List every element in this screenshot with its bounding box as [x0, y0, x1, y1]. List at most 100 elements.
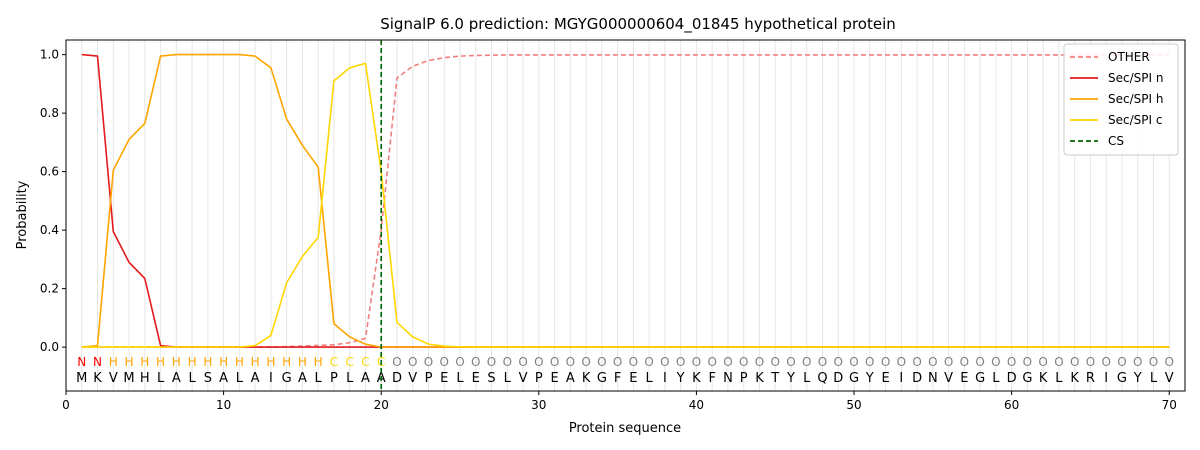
- residue-label: V: [1165, 371, 1174, 386]
- region-label: H: [219, 355, 228, 369]
- residue-label: L: [1055, 371, 1063, 386]
- region-label: O: [692, 355, 701, 369]
- y-tick-label: 0.2: [40, 282, 59, 296]
- residue-label: D: [392, 371, 402, 386]
- region-label: O: [1007, 355, 1016, 369]
- residue-label: D: [912, 371, 922, 386]
- residue-label: D: [833, 371, 843, 386]
- residue-label: P: [740, 371, 748, 386]
- legend-label: Sec/SPI c: [1108, 113, 1162, 127]
- region-label: O: [944, 355, 953, 369]
- residue-label: E: [440, 371, 448, 386]
- region-label: O: [1165, 355, 1174, 369]
- residue-label: L: [646, 371, 654, 386]
- region-label: H: [188, 355, 197, 369]
- region-label: C: [330, 355, 338, 369]
- residue-label: L: [157, 371, 165, 386]
- region-label: O: [1023, 355, 1032, 369]
- legend-label: OTHER: [1108, 50, 1150, 64]
- residue-label: K: [1070, 371, 1079, 386]
- residue-label: L: [803, 371, 811, 386]
- region-label: O: [440, 355, 449, 369]
- region-label: O: [739, 355, 748, 369]
- y-axis-label: Probability: [15, 180, 30, 249]
- region-label: O: [550, 355, 559, 369]
- residue-label: F: [614, 371, 621, 386]
- region-label: N: [77, 355, 86, 369]
- region-label: O: [818, 355, 827, 369]
- x-tick-label: 40: [689, 398, 704, 412]
- residue-label: I: [899, 371, 903, 386]
- region-label: O: [928, 355, 937, 369]
- region-label: O: [613, 355, 622, 369]
- region-label: O: [865, 355, 874, 369]
- region-label: C: [345, 355, 353, 369]
- region-label: O: [1038, 355, 1047, 369]
- region-label: O: [455, 355, 464, 369]
- region-label: O: [975, 355, 984, 369]
- region-label: H: [298, 355, 307, 369]
- residue-label: Y: [865, 371, 874, 386]
- region-label: O: [487, 355, 496, 369]
- x-tick-label: 20: [374, 398, 389, 412]
- plot-frame: [65, 39, 1186, 392]
- region-label: H: [266, 355, 275, 369]
- region-label: O: [392, 355, 401, 369]
- residue-label: E: [629, 371, 637, 386]
- region-label: O: [566, 355, 575, 369]
- residue-label: M: [123, 371, 134, 386]
- residue-label: E: [472, 371, 480, 386]
- residue-label: L: [236, 371, 244, 386]
- y-tick-label: 0.6: [40, 165, 59, 179]
- x-axis: 0 10 20 30 40 50 60 70: [62, 391, 1177, 412]
- residue-label: K: [1039, 371, 1048, 386]
- residue-label: L: [188, 371, 196, 386]
- region-label: O: [1101, 355, 1110, 369]
- residue-label: E: [881, 371, 889, 386]
- region-label: N: [93, 355, 102, 369]
- region-label: O: [960, 355, 969, 369]
- residue-label: Y: [676, 371, 685, 386]
- residue-label: A: [298, 371, 307, 386]
- series-line: [81, 54, 1170, 348]
- region-label: H: [125, 355, 134, 369]
- x-tick-label: 10: [216, 398, 231, 412]
- region-label: O: [597, 355, 606, 369]
- region-label: O: [770, 355, 779, 369]
- residue-label: L: [456, 371, 464, 386]
- region-label: O: [1149, 355, 1158, 369]
- region-label: O: [755, 355, 764, 369]
- legend-label: Sec/SPI n: [1108, 71, 1163, 85]
- y-tick-label: 0.4: [40, 223, 59, 237]
- residue-label: V: [944, 371, 953, 386]
- y-tick-label: 1.0: [40, 48, 59, 62]
- chart-title: SignalP 6.0 prediction: MGYG000000604_01…: [380, 15, 896, 34]
- residue-label: D: [1007, 371, 1017, 386]
- residue-label: A: [566, 371, 575, 386]
- residue-label: N: [928, 371, 938, 386]
- residue-label: T: [770, 371, 779, 386]
- x-tick-label: 30: [531, 398, 546, 412]
- residue-label: V: [519, 371, 528, 386]
- region-label: H: [156, 355, 165, 369]
- region-label: O: [802, 355, 811, 369]
- residue-label: G: [849, 371, 859, 386]
- region-label: O: [1133, 355, 1142, 369]
- region-label: O: [660, 355, 669, 369]
- residue-label: G: [975, 371, 985, 386]
- residue-label: K: [93, 371, 102, 386]
- residue-label: A: [219, 371, 228, 386]
- y-tick-label: 0.0: [40, 340, 59, 354]
- region-label: O: [1086, 355, 1095, 369]
- x-axis-label: Protein sequence: [569, 421, 681, 436]
- residue-label: A: [361, 371, 370, 386]
- residue-label: V: [109, 371, 118, 386]
- region-label: O: [629, 355, 638, 369]
- region-label: O: [1117, 355, 1126, 369]
- residue-label: L: [504, 371, 512, 386]
- residue-label: K: [582, 371, 591, 386]
- region-label: H: [140, 355, 149, 369]
- residue-label: Y: [786, 371, 795, 386]
- sequence-labels: NMNKHVHMHHHLHAHLHSHAHLHAHIHGHAHLCPCLCACA…: [76, 355, 1174, 386]
